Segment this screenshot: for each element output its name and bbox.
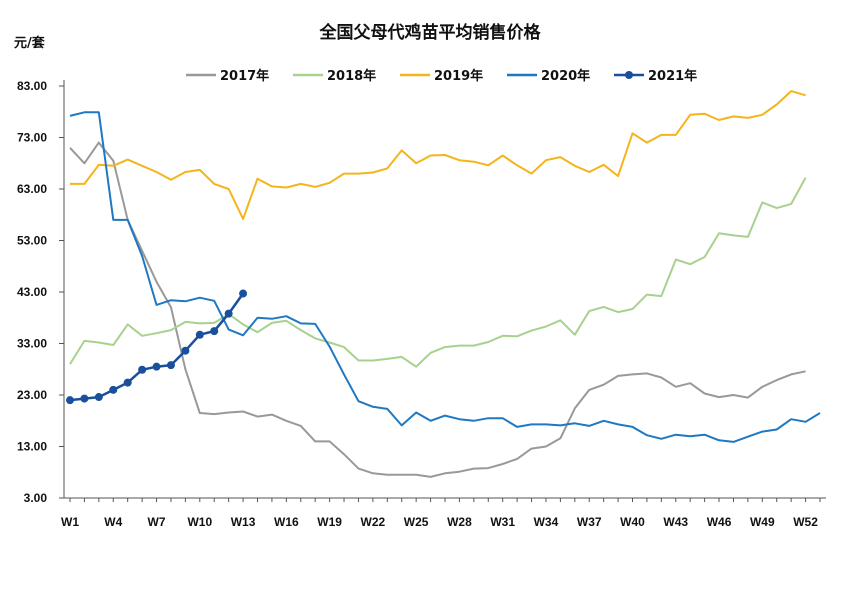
series-2018年 — [69, 177, 807, 368]
legend-item: 2017年 — [186, 68, 269, 84]
series-line — [69, 141, 806, 478]
x-tick-label: W40 — [620, 515, 645, 529]
y-tick-label: 23.00 — [17, 388, 47, 402]
x-tick-label: W13 — [231, 515, 256, 529]
data-point — [166, 361, 175, 370]
x-axis-ticks: W1 W4 W7 W10 W13 W16 W19 W22 W25 W28 W31 W34 W37 W40 W… — [61, 498, 821, 529]
series-2017年 — [69, 141, 806, 478]
data-point — [123, 378, 132, 387]
y-tick-label: 73.00 — [17, 131, 47, 145]
x-tick-label: W28 — [447, 515, 472, 529]
y-tick-label: 33.00 — [17, 337, 47, 351]
y-tick-label: 43.00 — [17, 285, 47, 299]
x-tick-label: W16 — [274, 515, 299, 529]
legend-marker — [625, 71, 633, 79]
legend-label: 2020年 — [541, 68, 590, 84]
series-line — [70, 90, 806, 220]
data-point — [94, 393, 103, 402]
data-point — [181, 346, 190, 355]
y-tick-label: 3.00 — [24, 491, 48, 505]
data-point — [195, 330, 204, 339]
y-axis-ticks: 83.00 73.00 63.00 53.00 43.00 33.00 23.00 13.00… — [17, 79, 64, 505]
x-tick-label: W34 — [534, 515, 559, 529]
data-point — [239, 289, 248, 298]
legend-label: 2017年 — [220, 68, 269, 84]
series-lines — [66, 90, 821, 478]
y-tick-label: 53.00 — [17, 234, 47, 248]
series-line — [69, 111, 821, 443]
y-axis-unit-label: 元/套 — [14, 35, 46, 51]
data-point — [80, 394, 89, 403]
data-point — [152, 362, 161, 371]
x-tick-label: W7 — [148, 515, 166, 529]
legend-label: 2018年 — [327, 68, 376, 84]
series-line — [69, 292, 245, 402]
data-point — [138, 365, 147, 374]
x-tick-label: W4 — [104, 515, 122, 529]
y-tick-label: 13.00 — [17, 440, 47, 454]
legend-label: 2021年 — [648, 68, 697, 84]
x-tick-label: W37 — [577, 515, 602, 529]
legend-item: 2020年 — [507, 68, 590, 84]
x-tick-label: W25 — [404, 515, 429, 529]
x-tick-label: W22 — [361, 515, 386, 529]
series-2019年 — [70, 90, 806, 220]
legend-label: 2019年 — [434, 68, 483, 84]
legend-item: 2018年 — [293, 68, 376, 84]
legend: 2017年 2018年 2019年 2020年 2021年 — [186, 68, 697, 84]
y-tick-label: 83.00 — [17, 79, 47, 93]
x-tick-label: W43 — [663, 515, 688, 529]
series-2021年 — [66, 289, 248, 405]
x-tick-label: W10 — [187, 515, 212, 529]
y-tick-label: 63.00 — [17, 182, 47, 196]
x-tick-label: W52 — [793, 515, 818, 529]
chart-title: 全国父母代鸡苗平均销售价格 — [319, 22, 542, 43]
x-tick-label: W31 — [490, 515, 515, 529]
data-point — [66, 396, 74, 405]
series-line — [69, 177, 807, 368]
data-point — [210, 327, 219, 336]
x-tick-label: W46 — [707, 515, 732, 529]
data-point — [109, 385, 118, 394]
legend-item: 2021年 — [614, 68, 697, 84]
series-2020年 — [69, 111, 821, 443]
legend-item: 2019年 — [400, 68, 483, 84]
x-tick-label: W1 — [61, 515, 79, 529]
x-tick-label: W19 — [317, 515, 342, 529]
data-point — [224, 309, 233, 318]
x-tick-label: W49 — [750, 515, 775, 529]
